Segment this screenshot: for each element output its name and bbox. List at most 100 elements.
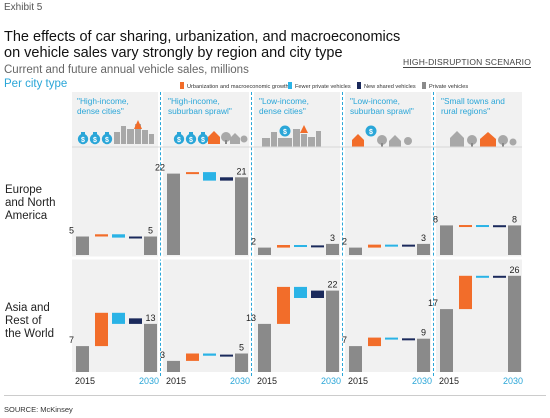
legend-swatch — [357, 82, 361, 89]
bar-2030 — [508, 275, 521, 372]
value-label-2015: 2 — [342, 237, 347, 247]
column-header-line: suburban sprawl" — [168, 106, 232, 116]
value-label-2030: 13 — [145, 313, 155, 323]
column-divider — [251, 92, 252, 376]
value-label-2015: 5 — [69, 226, 74, 236]
rural-icon — [450, 131, 517, 147]
year-label-2015: 2015 — [348, 376, 368, 386]
legend-item-fewer-private: Fewer private vehicles — [288, 82, 351, 90]
svg-text:$: $ — [93, 137, 97, 144]
column-header-line: suburban sprawl" — [350, 106, 414, 116]
year-label-2015: 2015 — [166, 376, 186, 386]
legend-item-new-shared: New shared vehicles — [357, 82, 416, 90]
column-header-high-income-dense: "High-income, dense cities" — [77, 96, 129, 116]
bar-new-shared — [493, 275, 506, 278]
year-label-2030: 2030 — [503, 376, 523, 386]
bar-fewer-private — [385, 244, 398, 247]
bar-2030 — [326, 243, 339, 255]
value-label-2015: 8 — [433, 214, 438, 224]
value-label-2015: 17 — [428, 298, 438, 308]
bar-2015 — [440, 225, 453, 255]
bar-urbanization — [459, 225, 472, 228]
bar-urbanization — [459, 275, 472, 310]
year-label-2030: 2030 — [412, 376, 432, 386]
bar-urbanization — [186, 172, 199, 175]
row-label-europe-north-america: Europe and North America — [5, 184, 56, 223]
bar-new-shared — [493, 225, 506, 228]
bar-new-shared — [311, 245, 324, 248]
dollar-suburb-icon: $ — [352, 125, 412, 147]
column-header-line: "Low-income, — [350, 96, 400, 106]
legend-item-urbanization: Urbanization and macroeconomic growth — [180, 82, 289, 90]
bar-2030 — [417, 243, 430, 255]
bar-fewer-private — [294, 286, 307, 298]
bar-2030 — [417, 338, 430, 372]
bar-2030 — [235, 353, 248, 372]
bar-2030 — [326, 290, 339, 372]
column-header-line: "High-income, — [77, 96, 129, 106]
row-label-line: the World — [5, 328, 55, 340]
svg-text:$: $ — [201, 137, 205, 144]
dollar-city-icon: $ — [262, 125, 321, 147]
svg-text:$: $ — [177, 137, 181, 144]
row-label-line: and North — [5, 197, 56, 209]
column-header-high-income-suburban: "High-income, suburban sprawl" — [168, 96, 232, 116]
bar-2015 — [349, 346, 362, 372]
bar-fewer-private — [112, 312, 125, 324]
bar-2030 — [144, 236, 157, 255]
bar-2015 — [258, 323, 271, 372]
bar-2015 — [167, 360, 180, 372]
footer-rule — [4, 395, 546, 396]
svg-text:$: $ — [283, 129, 287, 136]
column-header-line: "High-income, — [168, 96, 220, 106]
row-label-asia-rest-of-world: Asia and Rest of the World — [5, 302, 54, 341]
bar-2015 — [167, 173, 180, 255]
column-header-line: "Small towns and — [441, 96, 505, 106]
legend-label: Fewer private vehicles — [295, 84, 351, 90]
row-label-line: Asia and — [5, 302, 50, 314]
column-header-line: "Low-income, — [259, 96, 309, 106]
year-label-2015: 2015 — [439, 376, 459, 386]
value-label-2030: 26 — [509, 265, 519, 275]
legend-label: New shared vehicles — [364, 84, 416, 90]
year-label-2015: 2015 — [257, 376, 277, 386]
bar-2030 — [508, 225, 521, 255]
bar-fewer-private — [203, 172, 216, 181]
chart-subtitle: Current and future annual vehicle sales,… — [4, 64, 249, 76]
column-header-line: dense cities" — [77, 106, 124, 116]
row-label-line: Rest of — [5, 315, 42, 327]
bar-fewer-private — [476, 275, 489, 278]
column-header-line: dense cities" — [259, 106, 306, 116]
legend-swatch — [422, 82, 426, 89]
column-header-line: rural regions" — [441, 106, 491, 116]
svg-text:$: $ — [369, 129, 373, 136]
legend-label: Urbanization and macroeconomic growth — [187, 84, 289, 90]
year-label-2030: 2030 — [230, 376, 250, 386]
column-header-low-income-suburban: "Low-income, suburban sprawl" — [350, 96, 414, 116]
bar-urbanization — [95, 312, 108, 347]
row-label-line: America — [5, 210, 48, 222]
bar-2015 — [258, 247, 271, 255]
value-label-2015: 2 — [251, 237, 256, 247]
svg-text:$: $ — [105, 137, 109, 144]
year-label-2015: 2015 — [75, 376, 95, 386]
value-label-2015: 13 — [246, 313, 256, 323]
value-label-2015: 7 — [342, 335, 347, 345]
bar-2015 — [440, 309, 453, 372]
chart-title: The effects of car sharing, urbanization… — [4, 29, 401, 61]
source-note: SOURCE: McKinsey — [4, 405, 73, 414]
bar-urbanization — [368, 337, 381, 347]
bar-new-shared — [402, 338, 415, 341]
row-label-line: Europe — [5, 184, 43, 196]
bar-urbanization — [368, 244, 381, 248]
bar-2015 — [76, 346, 89, 372]
column-header-small-towns: "Small towns and rural regions" — [441, 96, 505, 116]
bar-fewer-private — [476, 225, 489, 228]
value-label-2030: 3 — [330, 233, 335, 243]
bar-urbanization — [95, 234, 108, 237]
svg-text:$: $ — [189, 137, 193, 144]
exhibit-label: Exhibit 5 — [4, 2, 43, 13]
bar-2030 — [144, 323, 157, 372]
